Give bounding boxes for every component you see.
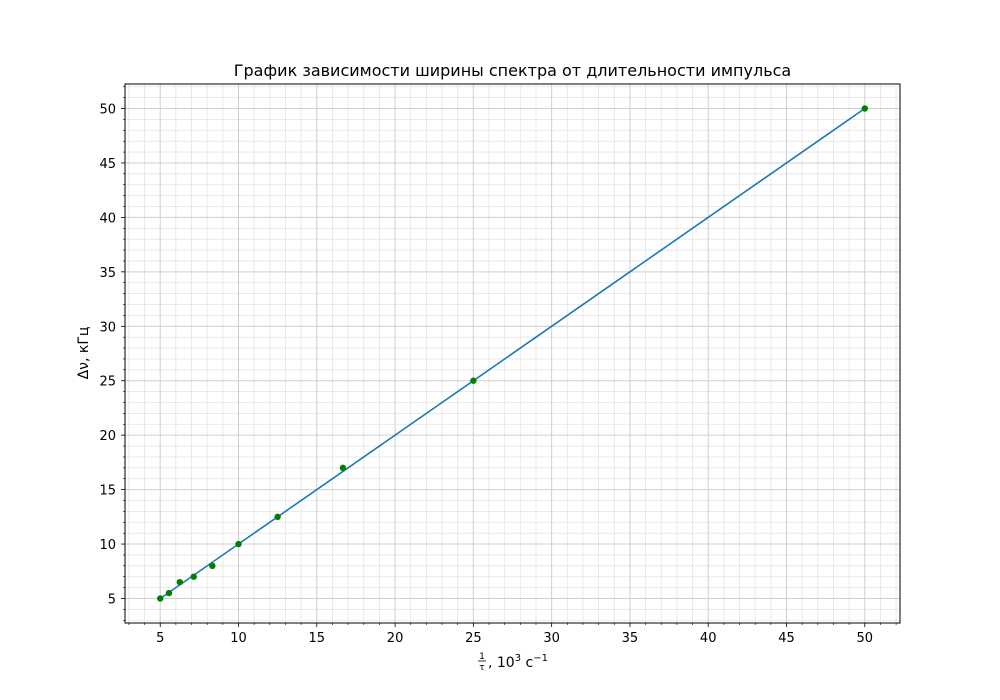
y-axis-label: Δν, кГц (76, 327, 92, 380)
x-tick-label: 30 (543, 631, 560, 646)
x-tick-label: 25 (465, 631, 482, 646)
y-tick-label: 5 (108, 593, 116, 608)
x-tick-label: 5 (156, 631, 164, 646)
x-tick-label: 20 (387, 631, 404, 646)
data-point (235, 540, 242, 548)
x-axis: 5 10 15 20 25 30 35 40 45 50 (128, 623, 897, 646)
x-tick-label: 40 (700, 631, 717, 646)
x-label-main: , 10 (488, 655, 515, 671)
x-tick-label: 10 (230, 631, 247, 646)
data-point (209, 562, 216, 570)
x-label-unit-exponent: −1 (533, 653, 548, 664)
data-point (339, 464, 347, 472)
y-tick-label: 45 (99, 157, 116, 172)
data-point (190, 573, 197, 580)
y-tick-label: 15 (99, 484, 116, 499)
x-tick-label: 35 (622, 631, 639, 646)
x-tick-label: 15 (309, 631, 326, 646)
data-point (274, 513, 281, 521)
minor-grid (125, 84, 900, 623)
y-tick-label: 20 (99, 429, 116, 444)
major-grid (125, 84, 900, 623)
x-label-unit: с (521, 655, 533, 671)
data-point (861, 105, 868, 112)
x-label-fraction-denominator: τ (479, 663, 484, 673)
x-axis-label: 1 τ , 103 с−1 (478, 652, 548, 673)
chart-title: График зависимости ширины спектра от дли… (234, 61, 791, 80)
data-points-series (157, 105, 868, 602)
data-point (165, 589, 173, 597)
y-axis: 5 10 15 20 25 30 35 40 45 50 (99, 86, 125, 621)
y-tick-label: 30 (99, 320, 116, 335)
y-tick-label: 10 (99, 538, 116, 553)
x-label-fraction-numerator: 1 (479, 652, 485, 662)
data-point (157, 595, 164, 602)
x-tick-label: 50 (856, 631, 873, 646)
x-label-text: , 103 с−1 (488, 653, 548, 671)
data-point (176, 578, 183, 586)
x-label-exponent: 3 (515, 653, 521, 664)
x-tick-label: 45 (778, 631, 795, 646)
y-tick-label: 35 (99, 266, 116, 281)
plot-area-frame (124, 83, 901, 624)
y-tick-label: 50 (99, 103, 116, 118)
y-tick-label: 25 (99, 375, 116, 390)
data-point (470, 377, 477, 384)
y-tick-label: 40 (99, 211, 116, 226)
